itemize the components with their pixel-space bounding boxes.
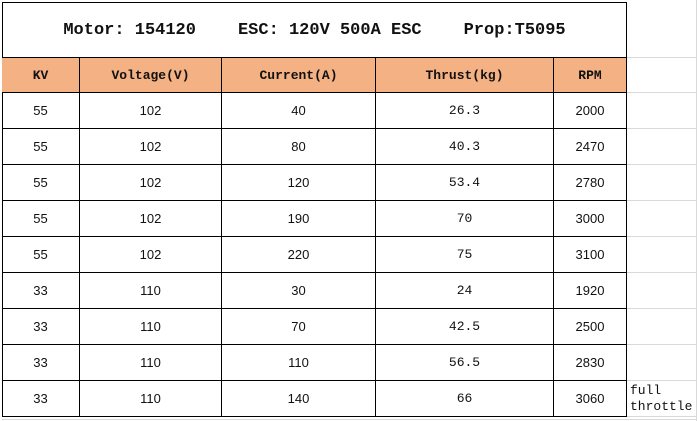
grid-line [627,344,697,345]
data-cell: 55 [2,129,80,165]
grid-line [627,92,697,93]
data-cell: 40 [222,93,376,129]
data-cell: 2500 [554,309,627,345]
note: full throttle [630,383,693,414]
data-cell: 26.3 [376,93,554,129]
grid-line [627,57,697,58]
motor: Motor: 154120 [63,20,196,40]
data-cell: 70 [376,201,554,237]
data-cell: 2780 [554,165,627,201]
header-cell: KV [2,58,80,93]
data-cell: 55 [2,237,80,273]
data-cell: 33 [2,345,80,381]
data-cell: 140 [222,381,376,417]
header-cell: RPM [554,58,627,93]
data-cell: 3100 [554,237,627,273]
data-cell: 110 [80,381,222,417]
data-cell: 102 [80,237,222,273]
data-cell: 1920 [554,273,627,309]
header-cell: Thrust(kg) [376,58,554,93]
data-cell: 102 [80,129,222,165]
data-cell: 3060 [554,381,627,417]
data-cell: 120 [222,165,376,201]
data-cell: 110 [80,345,222,381]
data-cell: 2000 [554,93,627,129]
data-cell: 56.5 [376,345,554,381]
grid-line [627,164,697,165]
data-cell: 220 [222,237,376,273]
header-cell: Current(A) [222,58,376,93]
data-cell: 110 [80,309,222,345]
grid-line [627,416,697,417]
data-cell: 53.4 [376,165,554,201]
data-cell: 24 [376,273,554,309]
data-cell: 102 [80,93,222,129]
header-cell: Voltage(V) [80,58,222,93]
data-cell: 42.5 [376,309,554,345]
data-cell: 55 [2,201,80,237]
data-cell: 33 [2,273,80,309]
grid-line [2,419,697,420]
data-cell: 30 [222,273,376,309]
table-border [2,58,3,417]
data-cell: 66 [376,381,554,417]
data-cell: 190 [222,201,376,237]
title-row: Motor: 154120 ESC: 120V 500A ESC Prop:T5… [2,2,627,58]
prop: Prop:T5095 [463,20,566,40]
data-cell: 102 [80,201,222,237]
data-cell: 55 [2,93,80,129]
data-cell: 3000 [554,201,627,237]
data-cell: 70 [222,309,376,345]
data-cell: 110 [80,273,222,309]
data-cell: 80 [222,129,376,165]
grid-line [627,200,697,201]
data-cell: 55 [2,165,80,201]
data-cell: 40.3 [376,129,554,165]
data-cell: 75 [376,237,554,273]
grid-line [627,236,697,237]
data-cell: 2470 [554,129,627,165]
grid-line [627,380,697,381]
grid-line [627,272,697,273]
grid-line [627,308,697,309]
grid-line [627,128,697,129]
data-cell: 110 [222,345,376,381]
data-cell: 33 [2,309,80,345]
data-cell: 33 [2,381,80,417]
data-cell: 2830 [554,345,627,381]
esc: ESC: 120V 500A ESC [237,20,422,40]
data-cell: 102 [80,165,222,201]
